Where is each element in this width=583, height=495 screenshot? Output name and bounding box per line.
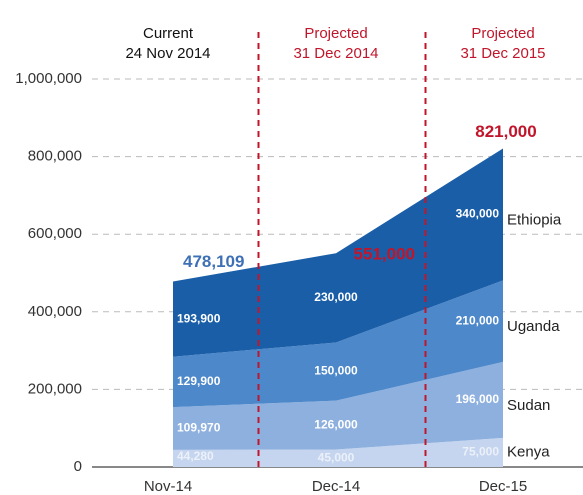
value-label: 75,000 bbox=[462, 445, 499, 459]
value-label: 230,000 bbox=[314, 290, 358, 304]
y-tick-label: 0 bbox=[74, 458, 82, 475]
x-tick-label: Nov-14 bbox=[144, 478, 192, 495]
area bbox=[173, 437, 503, 467]
value-label: 340,000 bbox=[456, 207, 500, 221]
series-label: Kenya bbox=[507, 443, 550, 460]
value-label: 193,900 bbox=[177, 311, 221, 325]
area bbox=[173, 361, 503, 450]
value-label: 45,000 bbox=[318, 450, 355, 464]
header-line1: Projected bbox=[304, 25, 367, 42]
header-line2: 24 Nov 2014 bbox=[125, 45, 210, 62]
value-label: 109,970 bbox=[177, 421, 221, 435]
value-label: 129,900 bbox=[177, 374, 221, 388]
value-label: 126,000 bbox=[314, 417, 358, 431]
series-label: Ethiopia bbox=[507, 211, 562, 228]
total-label: 478,109 bbox=[183, 252, 244, 271]
series-label: Sudan bbox=[507, 397, 550, 414]
area bbox=[173, 280, 503, 408]
x-tick-label: Dec-15 bbox=[479, 478, 527, 495]
header-line1: Current bbox=[143, 25, 194, 42]
y-tick-label: 400,000 bbox=[28, 303, 82, 320]
value-label: 150,000 bbox=[314, 364, 358, 378]
header-line1: Projected bbox=[471, 25, 534, 42]
x-tick-label: Dec-14 bbox=[312, 478, 360, 495]
value-label: 210,000 bbox=[456, 313, 500, 327]
series-label: Uganda bbox=[507, 318, 560, 335]
area bbox=[173, 148, 503, 357]
value-label: 44,280 bbox=[177, 449, 214, 463]
total-label: 821,000 bbox=[475, 122, 536, 141]
value-label: 196,000 bbox=[456, 392, 500, 406]
y-tick-label: 800,000 bbox=[28, 148, 82, 165]
y-tick-label: 200,000 bbox=[28, 380, 82, 397]
y-tick-label: 600,000 bbox=[28, 225, 82, 242]
header-line2: 31 Dec 2014 bbox=[293, 45, 378, 62]
y-tick-label: 1,000,000 bbox=[15, 70, 82, 87]
total-label: 551,000 bbox=[354, 245, 415, 264]
header-line2: 31 Dec 2015 bbox=[460, 45, 545, 62]
